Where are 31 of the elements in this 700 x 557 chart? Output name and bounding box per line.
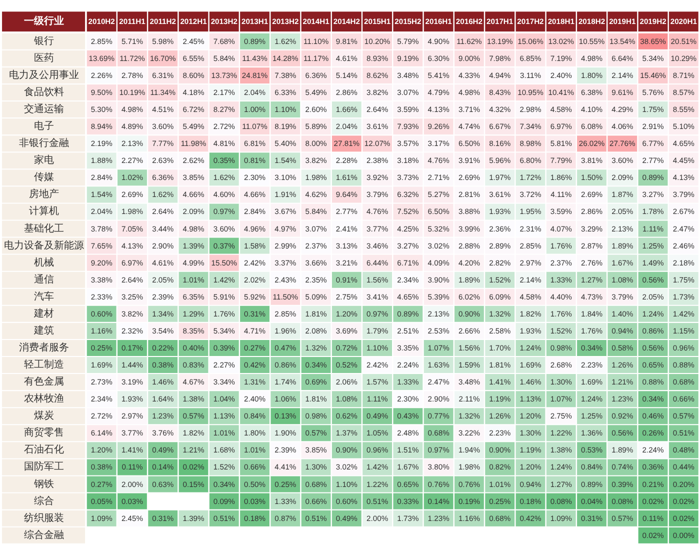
y-tick-label: 电子 bbox=[34, 120, 54, 132]
y-tick-label: 轻工制造 bbox=[24, 358, 64, 371]
y-tick-label: 医药 bbox=[34, 52, 54, 64]
y-tick-label: 有色金属 bbox=[24, 376, 64, 388]
y-tick-label: 建材 bbox=[33, 307, 54, 320]
y-tick-label: 家电 bbox=[34, 154, 54, 166]
y-tick-label: 电力设备及新能源 bbox=[4, 239, 84, 252]
y-tick-label: 交通运输 bbox=[24, 103, 64, 116]
y-tick-label: 石油石化 bbox=[24, 444, 64, 456]
y-tick-label: 煤炭 bbox=[34, 410, 54, 422]
y-tick-label: 农林牧渔 bbox=[24, 392, 64, 405]
y-tick-label: 汽车 bbox=[34, 290, 54, 302]
y-tick-label: 建筑 bbox=[33, 324, 54, 336]
y-tick-label: 非银行金融 bbox=[19, 137, 70, 150]
y-tick-label: 消费者服务 bbox=[19, 341, 70, 354]
y-tick-label: 银行 bbox=[33, 36, 54, 47]
y-tick-label: 通信 bbox=[34, 273, 54, 286]
y-axis-title: 一级行业 bbox=[24, 15, 64, 28]
y-tick-label: 机械 bbox=[34, 256, 54, 268]
y-tick-label: 综合 bbox=[34, 494, 54, 507]
y-tick-label: 食品饮料 bbox=[24, 86, 64, 98]
y-tick-label: 电力及公用事业 bbox=[9, 68, 80, 81]
y-tick-label: 综合金融 bbox=[24, 528, 64, 541]
y-tick-label: 房地产 bbox=[29, 188, 60, 200]
y-tick-label: 国防军工 bbox=[24, 460, 64, 473]
y-tick-label: 纺织服装 bbox=[24, 512, 64, 524]
y-tick-label: 计算机 bbox=[29, 205, 60, 218]
y-tick-label: 基础化工 bbox=[24, 222, 64, 234]
y-tick-label: 传媒 bbox=[34, 172, 54, 184]
y-tick-label: 钢铁 bbox=[33, 478, 54, 490]
y-tick-label: 商贸零售 bbox=[24, 426, 64, 439]
